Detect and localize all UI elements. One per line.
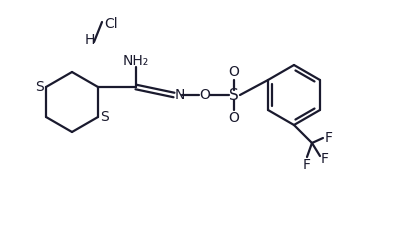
Text: F: F — [303, 158, 311, 172]
Text: N: N — [175, 88, 185, 102]
Text: Cl: Cl — [104, 17, 118, 31]
Text: F: F — [325, 131, 333, 145]
Text: NH₂: NH₂ — [123, 54, 149, 68]
Text: O: O — [199, 88, 211, 102]
Text: S: S — [35, 80, 43, 94]
Text: O: O — [229, 111, 239, 125]
Text: O: O — [229, 65, 239, 79]
Text: S: S — [229, 88, 239, 102]
Text: S: S — [101, 110, 109, 124]
Text: H: H — [85, 33, 95, 47]
Text: F: F — [321, 152, 329, 166]
